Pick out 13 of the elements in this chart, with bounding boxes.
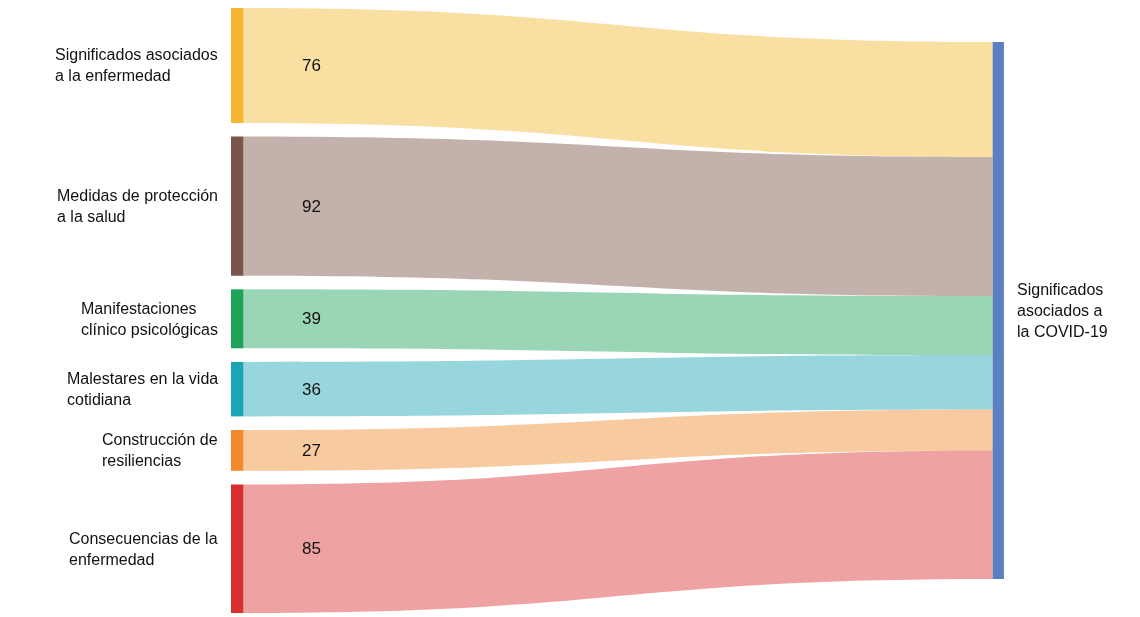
data-label: 27 [302,441,321,460]
category-label: Significados asociados a la enfermedad [55,46,218,84]
data-label: 76 [302,56,321,75]
data-label: 92 [302,197,321,216]
category-label: Manifestaciones clínico psicológicas [81,300,218,338]
data-label: 36 [302,380,321,399]
category-label: Construcción de resiliencias [102,431,218,469]
category-label: Medidas de protección a la salud [57,187,218,225]
category-label: Malestares en la vida cotidiana [67,370,219,408]
data-label: 85 [302,539,321,558]
data-label: 39 [302,309,321,328]
category-label: Consecuencias de la enfermedad [69,530,218,568]
text: Significados asociados a la COVID-19 [1017,281,1108,340]
